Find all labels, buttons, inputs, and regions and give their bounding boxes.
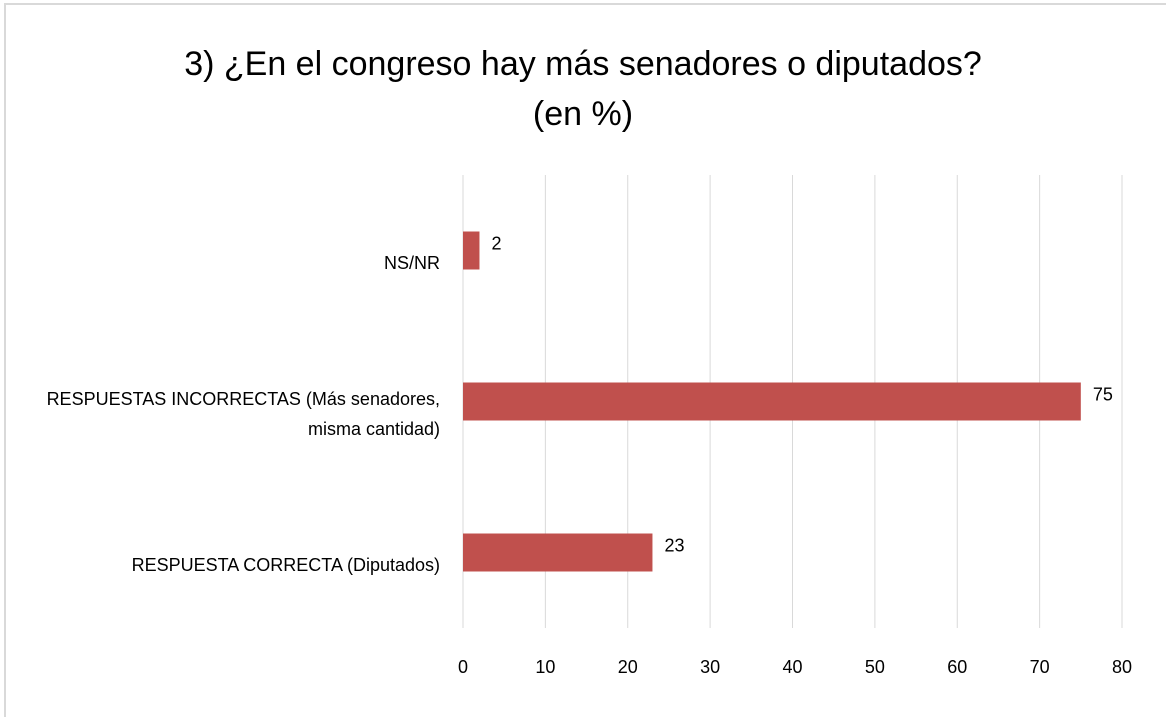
data-label: 23: [664, 535, 684, 555]
x-tick-label: 30: [700, 657, 720, 677]
bar: [463, 382, 1081, 421]
x-tick-label: 70: [1030, 657, 1050, 677]
y-tick-label: RESPUESTAS INCORRECTAS (Más senadores, m…: [46, 388, 440, 439]
x-tick-label: 80: [1112, 657, 1132, 677]
x-tick-label: 10: [535, 657, 555, 677]
x-tick-label: 50: [865, 657, 885, 677]
data-label: 2: [491, 233, 501, 253]
x-tick-label: 60: [947, 657, 967, 677]
bar: [463, 533, 653, 572]
bar: [463, 231, 480, 270]
data-label: 75: [1093, 384, 1113, 404]
chart-subtitle: (en %): [533, 95, 633, 133]
y-tick-label: RESPUESTA CORRECTA (Diputados): [131, 554, 440, 575]
y-tick-label: NS/NR: [383, 252, 440, 273]
chart-border: [4, 3, 1166, 717]
x-tick-label: 20: [618, 657, 638, 677]
x-tick-label: 40: [782, 657, 802, 677]
chart-title: 3) ¿En el congreso hay más senadores o d…: [184, 45, 982, 83]
x-tick-label: 0: [458, 657, 468, 677]
